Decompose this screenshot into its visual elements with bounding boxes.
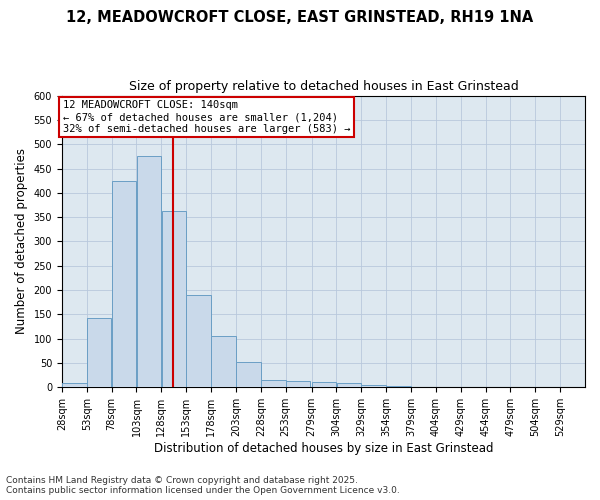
- Title: Size of property relative to detached houses in East Grinstead: Size of property relative to detached ho…: [128, 80, 518, 93]
- X-axis label: Distribution of detached houses by size in East Grinstead: Distribution of detached houses by size …: [154, 442, 493, 455]
- Bar: [87, 318, 112, 388]
- Y-axis label: Number of detached properties: Number of detached properties: [15, 148, 28, 334]
- Bar: [286, 381, 310, 388]
- Bar: [337, 384, 361, 388]
- Text: 12 MEADOWCROFT CLOSE: 140sqm
← 67% of detached houses are smaller (1,204)
32% of: 12 MEADOWCROFT CLOSE: 140sqm ← 67% of de…: [63, 100, 350, 134]
- Bar: [386, 386, 411, 388]
- Bar: [62, 384, 86, 388]
- Bar: [236, 362, 260, 388]
- Text: 12, MEADOWCROFT CLOSE, EAST GRINSTEAD, RH19 1NA: 12, MEADOWCROFT CLOSE, EAST GRINSTEAD, R…: [67, 10, 533, 25]
- Bar: [161, 212, 186, 388]
- Bar: [187, 295, 211, 388]
- Text: Contains HM Land Registry data © Crown copyright and database right 2025.
Contai: Contains HM Land Registry data © Crown c…: [6, 476, 400, 495]
- Bar: [361, 386, 386, 388]
- Bar: [211, 336, 236, 388]
- Bar: [261, 380, 286, 388]
- Bar: [137, 156, 161, 388]
- Bar: [112, 181, 136, 388]
- Bar: [311, 382, 336, 388]
